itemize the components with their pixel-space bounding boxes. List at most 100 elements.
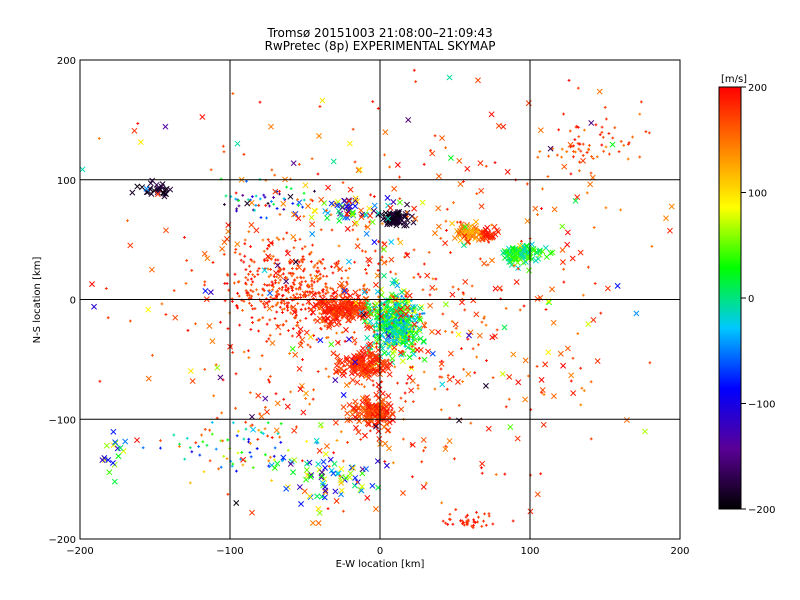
data-point-plus xyxy=(461,291,465,295)
data-point-plus xyxy=(392,338,395,341)
data-point-plus xyxy=(136,122,140,125)
data-point-plus xyxy=(253,307,257,311)
data-point-plus xyxy=(273,173,277,177)
data-point-x xyxy=(303,460,310,467)
data-point-x xyxy=(303,466,310,473)
data-point-x xyxy=(292,210,299,217)
data-point-plus xyxy=(414,80,418,83)
data-point-plus xyxy=(235,209,238,213)
data-point-plus xyxy=(418,356,421,360)
data-point-x xyxy=(313,437,320,444)
data-point-plus xyxy=(203,427,207,431)
data-point-x xyxy=(371,239,378,246)
data-point-plus xyxy=(422,370,426,374)
data-point-plus xyxy=(285,301,289,305)
data-point-x xyxy=(318,196,325,203)
data-point-x xyxy=(374,288,381,295)
data-point-x xyxy=(520,247,527,254)
data-point-x xyxy=(609,141,616,148)
data-point-plus xyxy=(233,251,237,254)
data-point-x xyxy=(429,328,435,335)
data-point-plus xyxy=(486,263,490,267)
data-point-plus xyxy=(471,347,475,351)
data-point-x xyxy=(325,184,332,191)
data-point-x xyxy=(296,484,303,490)
data-point-plus xyxy=(267,378,270,382)
data-point-plus xyxy=(399,321,403,325)
data-point-x xyxy=(305,203,311,209)
data-point-plus xyxy=(582,389,586,393)
data-point-plus xyxy=(418,275,422,279)
data-point-x xyxy=(424,272,431,279)
data-point-x xyxy=(549,249,556,256)
data-point-x xyxy=(364,334,371,341)
data-point-plus xyxy=(316,279,319,283)
data-point-x xyxy=(389,417,396,424)
data-point-x xyxy=(364,409,370,415)
data-point-plus xyxy=(405,210,409,214)
data-point-plus xyxy=(484,164,488,168)
data-point-plus xyxy=(462,292,466,296)
data-point-plus xyxy=(415,313,419,317)
data-point-x xyxy=(143,185,150,192)
data-point-x xyxy=(344,361,351,368)
data-point-x xyxy=(564,229,571,236)
data-point-plus xyxy=(578,160,581,164)
data-point-plus xyxy=(248,270,252,274)
data-point-plus xyxy=(311,397,315,401)
data-point-x xyxy=(429,150,436,157)
data-point-plus xyxy=(282,207,286,211)
data-point-x xyxy=(317,337,324,344)
data-point-plus xyxy=(411,335,415,339)
data-point-plus xyxy=(546,175,550,178)
data-point-x xyxy=(199,113,206,120)
data-point-x xyxy=(456,157,463,164)
data-point-plus xyxy=(341,459,345,463)
data-point-x xyxy=(564,345,571,352)
data-point-plus xyxy=(290,274,294,278)
data-point-x xyxy=(449,220,456,227)
data-point-x xyxy=(204,255,211,262)
data-point-plus xyxy=(368,302,372,306)
data-point-x xyxy=(383,407,390,414)
data-point-plus xyxy=(393,329,397,332)
data-point-plus xyxy=(375,329,379,332)
data-point-plus xyxy=(422,262,426,266)
data-point-plus xyxy=(254,194,258,198)
data-point-x xyxy=(344,417,351,424)
data-point-plus xyxy=(259,367,262,371)
data-point-plus xyxy=(388,308,392,312)
data-point-plus xyxy=(371,379,375,383)
data-point-x xyxy=(162,186,169,193)
data-point-plus xyxy=(536,155,540,159)
data-point-plus xyxy=(282,237,285,241)
data-point-plus xyxy=(439,408,443,412)
data-point-plus xyxy=(403,329,407,333)
data-point-x xyxy=(362,366,368,373)
data-point-plus xyxy=(238,323,242,327)
data-point-x xyxy=(295,331,302,338)
data-point-plus xyxy=(461,380,465,383)
data-point-plus xyxy=(247,440,250,444)
data-point-plus xyxy=(604,117,608,121)
data-point-x xyxy=(399,358,406,365)
data-point-plus xyxy=(190,450,194,454)
data-point-x xyxy=(551,206,558,213)
data-point-x xyxy=(373,353,380,360)
data-point-plus xyxy=(375,322,378,325)
data-point-plus xyxy=(401,437,405,441)
data-point-plus xyxy=(484,323,488,327)
data-point-x xyxy=(111,478,118,485)
data-point-plus xyxy=(491,522,495,526)
data-point-plus xyxy=(272,454,276,458)
data-point-x xyxy=(421,356,428,363)
data-point-plus xyxy=(384,310,388,314)
data-point-plus xyxy=(246,293,249,297)
data-point-plus xyxy=(194,322,197,326)
data-point-plus xyxy=(244,420,248,424)
data-point-x xyxy=(403,311,409,318)
data-point-plus xyxy=(469,421,473,425)
data-point-plus xyxy=(241,463,245,467)
data-point-x xyxy=(425,348,431,355)
data-point-plus xyxy=(226,492,230,496)
